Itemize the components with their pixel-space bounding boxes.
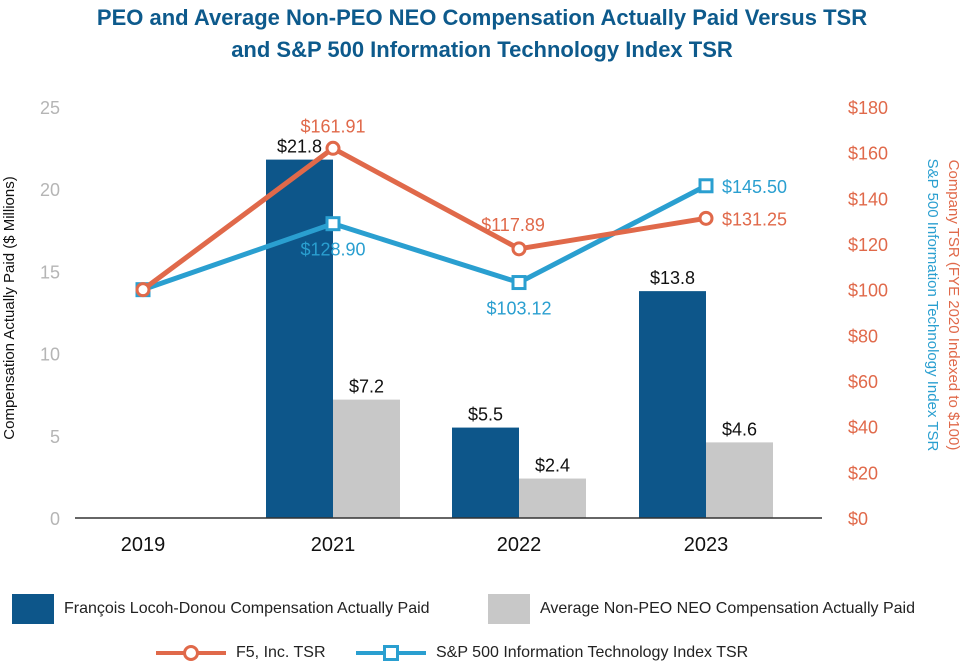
right-tick-label: $140 bbox=[848, 189, 888, 209]
data-labels: $21.8 $7.2 $5.5 $2.4 $13.8 $4.6 $161.91 $117.89… bbox=[277, 116, 787, 475]
bar-neo-label-2023: $4.6 bbox=[722, 419, 757, 439]
bar-peo-2021 bbox=[266, 159, 333, 518]
right-tick-label: $160 bbox=[848, 144, 888, 164]
f5-tsr-label-2022: $117.89 bbox=[481, 215, 545, 235]
category-label-2023: 2023 bbox=[684, 534, 729, 556]
f5-tsr-marker-2022 bbox=[511, 241, 527, 257]
category-label-2021: 2021 bbox=[311, 534, 356, 556]
sp500-tsr-line bbox=[142, 183, 708, 293]
bar-neo-label-2021: $7.2 bbox=[349, 377, 384, 397]
sp500-tsr-label-2021: $128.90 bbox=[300, 240, 365, 260]
f5-tsr-marker-2023 bbox=[698, 210, 714, 226]
legend-swatch-peo bbox=[12, 594, 54, 624]
bar-neo-2022 bbox=[519, 478, 586, 518]
category-label-2019: 2019 bbox=[121, 534, 166, 556]
legend-item-f5: F5, Inc. TSR bbox=[156, 644, 326, 662]
right-tick-label: $120 bbox=[848, 235, 888, 255]
chart-title: PEO and Average Non-PEO NEO Compensation… bbox=[0, 2, 964, 66]
f5-tsr-line bbox=[141, 145, 707, 292]
sp500-tsr-marker-2021 bbox=[325, 216, 341, 232]
legend-lines: F5, Inc. TSR S&P 500 Information Technol… bbox=[0, 644, 964, 670]
legend-item-peo: François Locoh-Donou Compensation Actual… bbox=[12, 594, 430, 624]
chart-title-line-1: PEO and Average Non-PEO NEO Compensation… bbox=[96, 5, 868, 30]
right-tick-label: $180 bbox=[848, 98, 888, 118]
bar-peo-2023 bbox=[639, 291, 706, 518]
legend-item-sp500: S&P 500 Information Technology Index TSR bbox=[356, 644, 748, 662]
right-axis-label-sp500-tsr: S&P 500 Information Technology Index TSR bbox=[924, 159, 941, 452]
bar-peo-label-2021: $21.8 bbox=[277, 137, 322, 157]
legend-symbol-sp500 bbox=[356, 645, 426, 661]
sp500-tsr-label-2023: $145.50 bbox=[722, 177, 787, 197]
bar-neo-label-2022: $2.4 bbox=[535, 456, 570, 476]
left-tick-label: 20 bbox=[40, 180, 60, 200]
right-tick-label: $100 bbox=[848, 281, 888, 301]
sp500-tsr-label-2022: $103.12 bbox=[486, 299, 551, 319]
bar-peo-2022 bbox=[452, 427, 519, 518]
legend-label-peo: François Locoh-Donou Compensation Actual… bbox=[64, 600, 430, 617]
chart: 0 5 10 15 20 25 $0 $20 $40 $60 $80 $100 $120 $140 $16… bbox=[1, 98, 962, 556]
f5-tsr-marker-2019 bbox=[135, 282, 151, 298]
legend-bars: François Locoh-Donou Compensation Actual… bbox=[0, 594, 964, 624]
legend-label-f5: F5, Inc. TSR bbox=[236, 644, 326, 661]
f5-tsr-label-2021: $161.91 bbox=[300, 116, 365, 136]
right-axis-label-company-tsr: Company TSR (FYE 2020 Indexed to $100) bbox=[945, 160, 962, 451]
legend-swatch-neo bbox=[488, 594, 530, 624]
right-tick-label: $80 bbox=[848, 326, 878, 346]
bar-peo-label-2023: $13.8 bbox=[650, 268, 695, 288]
legend-symbol-f5 bbox=[156, 645, 226, 661]
right-axis-ticks: $0 $20 $40 $60 $80 $100 $120 $140 $160 $180 bbox=[848, 98, 888, 529]
f5-tsr-label-2023: $131.25 bbox=[722, 209, 787, 229]
category-labels: 2019 2021 2022 2023 bbox=[121, 534, 729, 556]
bar-peo-label-2022: $5.5 bbox=[468, 405, 503, 425]
legend-item-neo: Average Non-PEO NEO Compensation Actuall… bbox=[488, 594, 915, 624]
sp500-tsr-marker-2023 bbox=[698, 178, 714, 194]
legend-label-neo: Average Non-PEO NEO Compensation Actuall… bbox=[540, 600, 916, 617]
left-axis-label: Compensation Actually Paid ($ Millions) bbox=[1, 176, 18, 439]
category-label-2022: 2022 bbox=[497, 534, 542, 556]
tsr-lines bbox=[135, 140, 714, 298]
f5-tsr-marker-2021 bbox=[325, 140, 341, 156]
bar-neo-2023 bbox=[706, 442, 773, 518]
chart-title-line-2: and S&P 500 Information Technology Index… bbox=[231, 37, 733, 62]
left-tick-label: 5 bbox=[50, 427, 60, 447]
right-tick-label: $20 bbox=[848, 463, 878, 483]
left-tick-label: 25 bbox=[40, 98, 60, 118]
bar-neo-2021 bbox=[333, 399, 400, 518]
right-tick-label: $0 bbox=[848, 509, 868, 529]
left-axis-ticks: 0 5 10 15 20 25 bbox=[40, 98, 60, 529]
left-tick-label: 0 bbox=[50, 509, 60, 529]
left-tick-label: 15 bbox=[40, 262, 60, 282]
bars bbox=[266, 159, 773, 518]
legend-label-sp500: S&P 500 Information Technology Index TSR bbox=[436, 644, 749, 661]
left-tick-label: 10 bbox=[40, 345, 60, 365]
sp500-tsr-marker-2022 bbox=[511, 275, 527, 291]
right-tick-label: $60 bbox=[848, 372, 878, 392]
right-tick-label: $40 bbox=[848, 418, 878, 438]
